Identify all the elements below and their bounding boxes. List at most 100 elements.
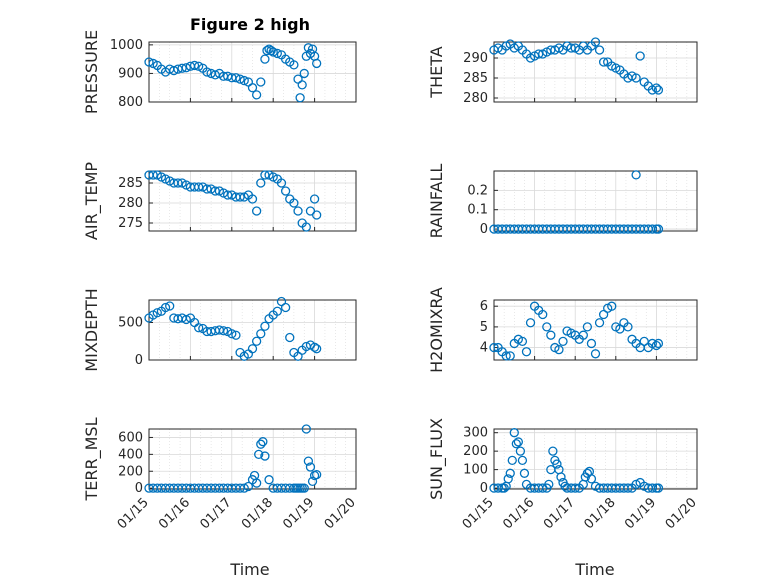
data-point [538,309,548,320]
y-tick-label: 290 [463,51,488,66]
data-point [289,198,299,208]
y-tick-label: 800 [118,95,143,110]
data-point [194,182,204,192]
y-axis-label: SUN_FLUX [427,418,447,500]
y-tick-label: 0.1 [467,203,488,218]
data-point [598,57,609,67]
data-point [181,63,191,73]
data-point [169,65,179,76]
data-point [256,178,266,188]
data-point [631,73,641,83]
data-point [312,469,322,480]
data-point [152,308,162,318]
data-point [517,455,528,466]
data-point [148,170,158,180]
x-axis-label-left: Time [229,560,269,579]
data-point [177,63,187,73]
data-point [307,476,318,487]
data-point [231,330,241,340]
data-point [554,345,564,355]
data-point [309,342,320,352]
data-point [607,301,617,311]
data-point [647,483,657,493]
data-point [264,475,274,485]
data-point [256,329,266,339]
x-tick-label: 01/20 [663,495,700,532]
plot-frame [493,41,698,103]
data-point [623,483,633,493]
x-tick-label: 01/15 [460,495,497,532]
data-point [521,347,532,357]
data-point [280,186,291,196]
data-point [260,170,270,180]
data-point [635,51,645,61]
plot-frame [148,428,357,490]
data-point [144,57,154,67]
data-point [489,342,499,353]
plot-frame [493,299,698,361]
y-tick-label: 6 [480,299,488,314]
data-point [631,170,641,180]
y-tick-label: 280 [118,196,143,211]
x-tick-label: 01/17 [198,495,235,532]
y-axis-label: RAINFALL [427,164,446,239]
data-point [560,481,570,491]
data-point [623,322,633,332]
y-tick-label: 0 [135,481,143,496]
data-point [499,483,509,493]
data-point [258,437,268,447]
data-point [272,48,282,59]
x-tick-label: 01/19 [622,495,659,532]
data-point [515,446,526,456]
y-tick-label: 4 [480,341,488,356]
y-tick-label: 500 [118,316,143,331]
data-point [260,451,270,461]
x-tick-label: 01/16 [500,495,537,532]
data-point [651,83,662,93]
y-tick-label: 600 [118,430,143,445]
data-point [301,424,311,434]
data-point [594,318,605,328]
data-point [309,194,320,204]
x-axis-label-right: Time [574,560,614,579]
data-point [647,224,657,234]
data-point [507,455,517,466]
data-point [505,351,515,361]
y-axis-label: TERR_MSL [82,417,102,501]
data-point [297,80,307,90]
data-point [305,462,316,472]
y-tick-label: 900 [118,66,143,81]
data-point [312,58,322,69]
data-point [223,190,233,200]
data-point [552,459,562,469]
data-point [235,192,245,202]
data-point [247,83,258,93]
data-point [542,322,552,332]
data-point [289,60,299,70]
data-point [558,336,568,347]
data-point [243,481,254,492]
data-point [268,47,278,57]
y-tick-label: 100 [463,463,488,478]
data-point [251,478,262,488]
x-tick-label: 01/20 [322,495,359,532]
data-point [582,322,593,332]
y-tick-label: 0 [480,222,488,237]
data-point [181,314,191,325]
data-point [173,178,183,188]
data-point [586,474,597,484]
x-tick-label: 01/18 [582,495,619,532]
data-point [517,336,528,347]
y-axis-label: MIXDEPTH [82,288,101,371]
y-tick-label: 0.2 [467,183,488,198]
data-point [546,330,556,340]
data-point [160,302,171,313]
data-point [293,206,303,216]
data-point [295,93,305,103]
data-point [251,206,262,216]
y-tick-label: 285 [463,71,488,86]
y-tick-label: 5 [480,320,488,335]
data-point [590,37,601,47]
x-tick-label: 01/19 [280,495,317,532]
plot-frame [148,299,357,361]
